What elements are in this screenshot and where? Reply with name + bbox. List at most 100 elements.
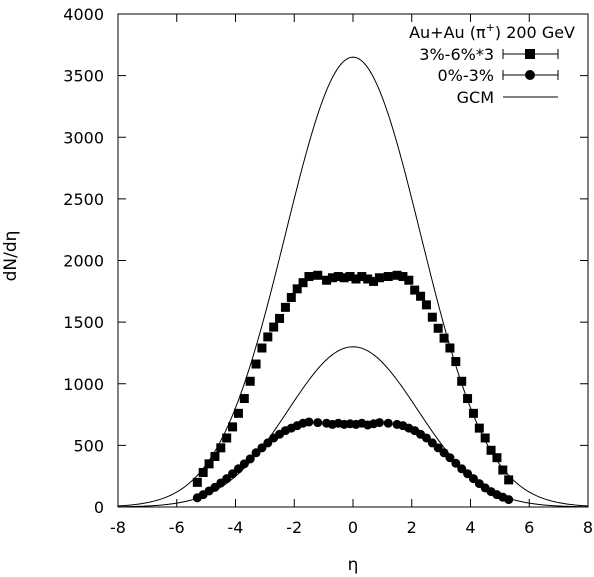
x-axis-title: η bbox=[348, 555, 359, 575]
data-point-square bbox=[392, 270, 402, 280]
x-tick-label: 2 bbox=[407, 518, 417, 537]
legend-title: Au+Au (π+) 200 GeV bbox=[409, 21, 575, 42]
data-point-square bbox=[275, 313, 285, 323]
plot-frame bbox=[117, 13, 589, 508]
data-point-square bbox=[398, 272, 408, 282]
data-point-square bbox=[251, 359, 261, 369]
y-tick-label: 2500 bbox=[63, 190, 104, 209]
data-point-circle bbox=[457, 464, 467, 474]
y-axis-title: dN/dη bbox=[1, 231, 21, 282]
x-tick-label: 6 bbox=[524, 518, 534, 537]
x-tick-label: -4 bbox=[228, 518, 244, 537]
data-point-square bbox=[433, 323, 443, 333]
data-point-circle bbox=[313, 418, 323, 428]
data-point-square bbox=[192, 477, 202, 487]
legend-label-series-2: 0%-3% bbox=[437, 66, 494, 85]
legend-label-gcm: GCM bbox=[457, 88, 494, 107]
x-tick-label: -2 bbox=[286, 518, 302, 537]
data-point-square bbox=[339, 273, 349, 283]
data-point-square bbox=[210, 451, 220, 461]
data-point-square bbox=[369, 276, 379, 286]
data-point-square bbox=[357, 272, 367, 282]
data-point-square bbox=[504, 475, 514, 485]
data-point-square bbox=[239, 394, 249, 404]
data-point-circle bbox=[228, 469, 238, 479]
data-point-circle bbox=[504, 495, 514, 505]
data-point-square bbox=[292, 284, 302, 294]
data-point-square bbox=[463, 394, 473, 404]
data-point-square bbox=[257, 343, 267, 353]
data-point-square bbox=[492, 453, 502, 463]
data-point-circle bbox=[463, 469, 473, 479]
data-point-square bbox=[439, 333, 449, 343]
data-point-square bbox=[480, 433, 490, 443]
data-point-square bbox=[322, 275, 332, 285]
data-point-square bbox=[374, 273, 384, 283]
data-point-circle bbox=[251, 448, 261, 458]
data-point-square bbox=[222, 433, 232, 443]
data-point-square bbox=[421, 300, 431, 310]
data-point-circle bbox=[222, 474, 232, 484]
data-point-circle bbox=[451, 458, 461, 468]
legend-title-sup: + bbox=[486, 21, 495, 34]
x-tick-label: -6 bbox=[169, 518, 185, 537]
data-point-circle bbox=[245, 454, 255, 464]
data-point-square bbox=[269, 322, 279, 332]
data-point-square bbox=[383, 272, 393, 282]
data-point-square bbox=[280, 302, 290, 312]
data-point-square bbox=[427, 312, 437, 322]
data-point-square bbox=[263, 332, 273, 342]
data-point-square bbox=[363, 274, 373, 284]
data-point-square bbox=[298, 278, 308, 288]
y-tick-label: 500 bbox=[73, 436, 104, 455]
data-point-square bbox=[486, 445, 496, 455]
x-tick-label: 8 bbox=[583, 518, 593, 537]
x-tick-label: 0 bbox=[348, 518, 358, 537]
data-point-square bbox=[468, 408, 478, 418]
legend-title-prefix: Au+Au (π bbox=[409, 23, 486, 42]
data-point-square bbox=[216, 443, 226, 453]
legend-key-series-1 bbox=[502, 49, 559, 59]
legend: Au+Au (π+) 200 GeV 3%-6%*3 0%-3% GCM bbox=[409, 21, 575, 107]
y-tick-label: 3500 bbox=[63, 67, 104, 86]
data-point-circle bbox=[263, 438, 273, 448]
data-point-square bbox=[457, 376, 467, 386]
data-point-circle bbox=[257, 443, 267, 453]
data-point-square bbox=[245, 376, 255, 386]
x-tick-label: 4 bbox=[465, 518, 475, 537]
data-point-circle bbox=[239, 459, 249, 469]
data-point-square bbox=[198, 467, 208, 477]
data-point-square bbox=[410, 285, 420, 295]
data-point-square bbox=[474, 423, 484, 433]
legend-key-series-2 bbox=[502, 70, 559, 80]
axis-ticks: -8 -6 -4 -2 0 2 4 6 8 0 500 1000 1500 2000 2500 3000 350… bbox=[63, 5, 593, 537]
data-point-circle bbox=[374, 418, 384, 428]
data-point-square bbox=[327, 273, 337, 283]
data-point-circle bbox=[433, 443, 443, 453]
data-markers bbox=[192, 270, 514, 505]
y-tick-label: 1000 bbox=[63, 375, 104, 394]
data-point-square bbox=[304, 272, 314, 282]
y-tick-label: 3000 bbox=[63, 128, 104, 147]
data-point-circle bbox=[427, 438, 437, 448]
data-point-square bbox=[204, 459, 214, 469]
data-point-square bbox=[233, 408, 243, 418]
y-tick-label: 0 bbox=[94, 498, 104, 517]
data-point-circle bbox=[445, 453, 455, 463]
data-point-circle bbox=[383, 418, 393, 428]
y-tick-label: 1500 bbox=[63, 313, 104, 332]
data-point-circle bbox=[439, 448, 449, 458]
data-point-square bbox=[333, 272, 343, 282]
data-point-square bbox=[451, 357, 461, 367]
data-point-circle bbox=[421, 433, 431, 443]
data-point-circle bbox=[304, 417, 314, 427]
data-point-square bbox=[228, 422, 238, 432]
legend-title-suffix: ) 200 GeV bbox=[495, 23, 575, 42]
data-point-square bbox=[404, 275, 414, 285]
data-point-square bbox=[351, 274, 361, 284]
data-point-circle bbox=[468, 474, 478, 484]
data-point-square bbox=[445, 343, 455, 353]
data-point-square bbox=[416, 291, 426, 301]
data-point-circle bbox=[233, 464, 243, 474]
